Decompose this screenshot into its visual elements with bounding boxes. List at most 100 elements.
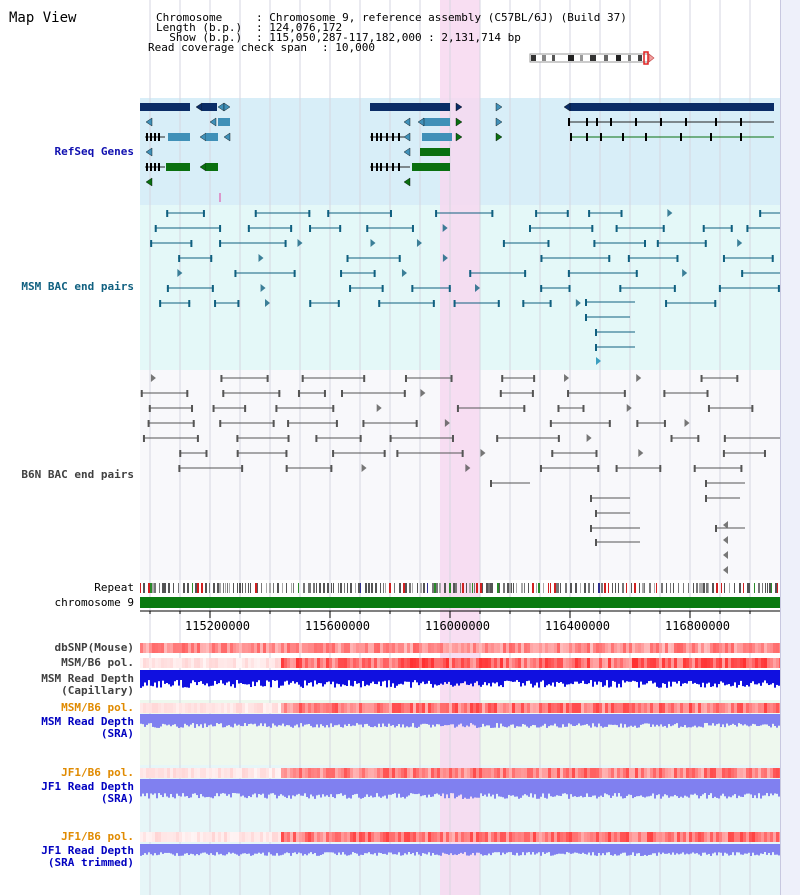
- track-label-jf1-depth-sra[interactable]: JF1 Read Depth: [41, 780, 134, 793]
- repeat-mark: [724, 583, 725, 593]
- heat-cell: [386, 703, 389, 713]
- depth-bar: [636, 670, 638, 683]
- depth-bar: [722, 714, 724, 725]
- msm-depth-sra-bars[interactable]: [140, 714, 780, 736]
- depth-bar: [324, 779, 326, 797]
- jf1-b6-pol-heatmap-1[interactable]: [140, 768, 780, 778]
- heat-cell: [164, 658, 167, 668]
- bac-end-mark: [308, 210, 311, 217]
- heat-cell: [620, 703, 623, 713]
- depth-bar: [618, 779, 620, 794]
- msm-depth-capillary-bars[interactable]: [140, 670, 780, 690]
- track-label-refseq[interactable]: RefSeq Genes: [54, 145, 134, 158]
- track-label-msm-b6-pol-2[interactable]: MSM/B6 pol.: [61, 701, 134, 714]
- depth-bar: [588, 714, 590, 726]
- repeat-mark: [701, 583, 703, 593]
- track-label-msm-bac[interactable]: MSM BAC end pairs: [21, 280, 134, 293]
- depth-bar: [174, 670, 176, 682]
- repeat-track[interactable]: [140, 583, 780, 593]
- heat-cell: [722, 643, 725, 653]
- track-label-jf1-pol-2[interactable]: JF1/B6 pol.: [61, 830, 134, 843]
- depth-bar: [540, 779, 542, 797]
- depth-bar: [446, 714, 448, 726]
- depth-bar: [192, 714, 194, 724]
- heat-cell: [680, 658, 683, 668]
- chromosome-ideogram[interactable]: [528, 51, 658, 65]
- depth-bar: [156, 779, 158, 799]
- depth-bar: [296, 714, 298, 725]
- repeat-mark: [350, 583, 352, 593]
- bac-end-arrow: [465, 464, 471, 472]
- msm-b6-pol-heatmap-1[interactable]: [140, 658, 780, 668]
- strand-arrow: [495, 132, 503, 142]
- depth-bar: [200, 779, 202, 795]
- repeat-mark: [308, 583, 310, 593]
- dbsnp-heatmap[interactable]: [140, 643, 780, 653]
- repeat-mark: [316, 583, 317, 593]
- bac-end-arrow: [444, 419, 450, 427]
- repeat-mark: [389, 583, 391, 593]
- depth-bar: [716, 714, 718, 725]
- depth-bar: [708, 714, 710, 726]
- heat-cell: [221, 643, 224, 653]
- bac-end-mark: [566, 210, 569, 217]
- depth-bar: [180, 714, 182, 728]
- jf1-depth-sra-bars[interactable]: [140, 779, 780, 801]
- repeat-mark: [219, 583, 221, 593]
- depth-bar: [278, 714, 280, 726]
- heat-cell: [587, 832, 590, 842]
- heat-cell: [728, 832, 731, 842]
- depth-bar: [232, 714, 234, 728]
- heat-cell: [344, 832, 347, 842]
- track-label-b6n-bac[interactable]: B6N BAC end pairs: [21, 468, 134, 481]
- heat-cell: [266, 703, 269, 713]
- depth-bar: [182, 779, 184, 794]
- track-label-dbsnp[interactable]: dbSNP(Mouse): [54, 641, 134, 654]
- heat-cell: [527, 703, 530, 713]
- heat-cell: [710, 703, 713, 713]
- depth-bar: [732, 714, 734, 724]
- depth-bar: [566, 844, 568, 853]
- heat-cell: [671, 832, 674, 842]
- b6n-bac-track[interactable]: [140, 370, 780, 580]
- bac-end-mark: [220, 375, 223, 382]
- track-label-jf1-pol-1[interactable]: JF1/B6 pol.: [61, 766, 134, 779]
- track-label-msm-depth-sra[interactable]: MSM Read Depth: [41, 715, 134, 728]
- bac-end-mark: [524, 270, 527, 277]
- heat-cell: [542, 658, 545, 668]
- track-label-msm-b6-pol-1[interactable]: MSM/B6 pol.: [61, 656, 134, 669]
- depth-bar: [430, 779, 432, 797]
- depth-bar: [160, 844, 162, 853]
- depth-bar: [540, 714, 542, 727]
- heat-cell: [632, 832, 635, 842]
- depth-bar: [580, 844, 582, 854]
- heat-cell: [431, 643, 434, 653]
- depth-bar: [312, 714, 314, 728]
- depth-bar: [766, 844, 768, 855]
- repeat-mark: [178, 583, 179, 593]
- track-label-repeat[interactable]: Repeat: [94, 581, 134, 594]
- depth-bar: [748, 779, 750, 794]
- heat-cell: [338, 768, 341, 778]
- msm-b6-pol-heatmap-2[interactable]: [140, 703, 780, 713]
- heat-cell: [272, 832, 275, 842]
- track-label-msm-depth-capillary[interactable]: MSM Read Depth: [41, 672, 134, 685]
- depth-bar: [520, 779, 522, 798]
- depth-bar: [276, 670, 278, 681]
- depth-bar: [458, 844, 460, 854]
- heat-cell: [194, 768, 197, 778]
- heat-cell: [215, 832, 218, 842]
- refseq-track[interactable]: [140, 98, 780, 205]
- jf1-depth-trimmed-bars[interactable]: [140, 844, 780, 858]
- depth-bar: [394, 779, 396, 794]
- track-label-jf1-depth-trimmed[interactable]: JF1 Read Depth: [41, 844, 134, 857]
- depth-bar: [546, 714, 548, 728]
- depth-bar: [752, 844, 754, 853]
- heat-cell: [398, 768, 401, 778]
- depth-bar: [212, 844, 214, 855]
- heat-cell: [521, 832, 524, 842]
- jf1-b6-pol-heatmap-2[interactable]: [140, 832, 780, 842]
- msm-bac-track[interactable]: [140, 205, 780, 370]
- depth-bar: [600, 670, 602, 683]
- heat-cell: [563, 643, 566, 653]
